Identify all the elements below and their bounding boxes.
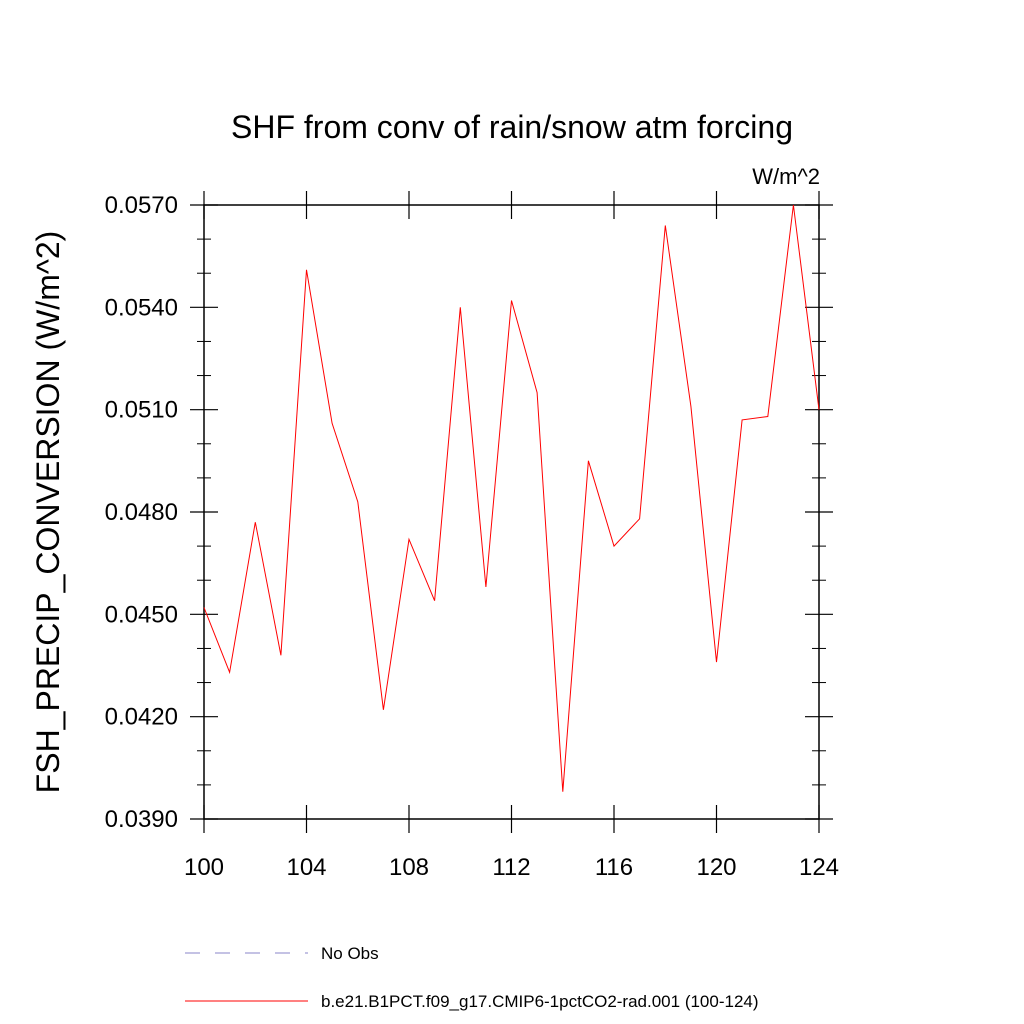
y-tick-label: 0.0540 [105,294,178,321]
y-tick-label: 0.0570 [105,192,178,219]
x-tick-label: 104 [286,854,326,881]
x-tick-label: 112 [492,854,530,881]
y-axis-label: FSH_PRECIP_CONVERSION (W/m^2) [30,231,66,794]
x-tick-label: 100 [184,854,224,881]
x-tick-label: 124 [799,854,839,881]
axis-ticks [190,191,833,833]
plot-area-frame [203,204,820,820]
y-tick-label: 0.0450 [105,601,178,628]
chart-title: SHF from conv of rain/snow atm forcing [231,109,793,145]
x-tick-label: 120 [696,854,736,881]
legend: No Obs b.e21.B1PCT.f09_g17.CMIP6-1pctCO2… [185,944,759,1011]
x-tick-label: 116 [595,854,633,881]
x-tick-label: 108 [389,854,429,881]
y-tick-label: 0.0480 [105,499,178,526]
series-line [203,204,820,792]
series-lines [203,204,820,792]
y-tick-label: 0.0510 [105,397,178,424]
y-tick-label: 0.0420 [105,704,178,731]
axis-tick-labels: 0.0390 0.0420 0.0450 0.0480 0.0510 0.0540 0.05… [105,192,839,881]
y-tick-label: 0.0390 [105,806,178,833]
units-label: W/m^2 [752,164,820,189]
legend-label-no-obs: No Obs [321,944,379,963]
legend-label-model-run: b.e21.B1PCT.f09_g17.CMIP6-1pctCO2-rad.00… [321,992,759,1011]
